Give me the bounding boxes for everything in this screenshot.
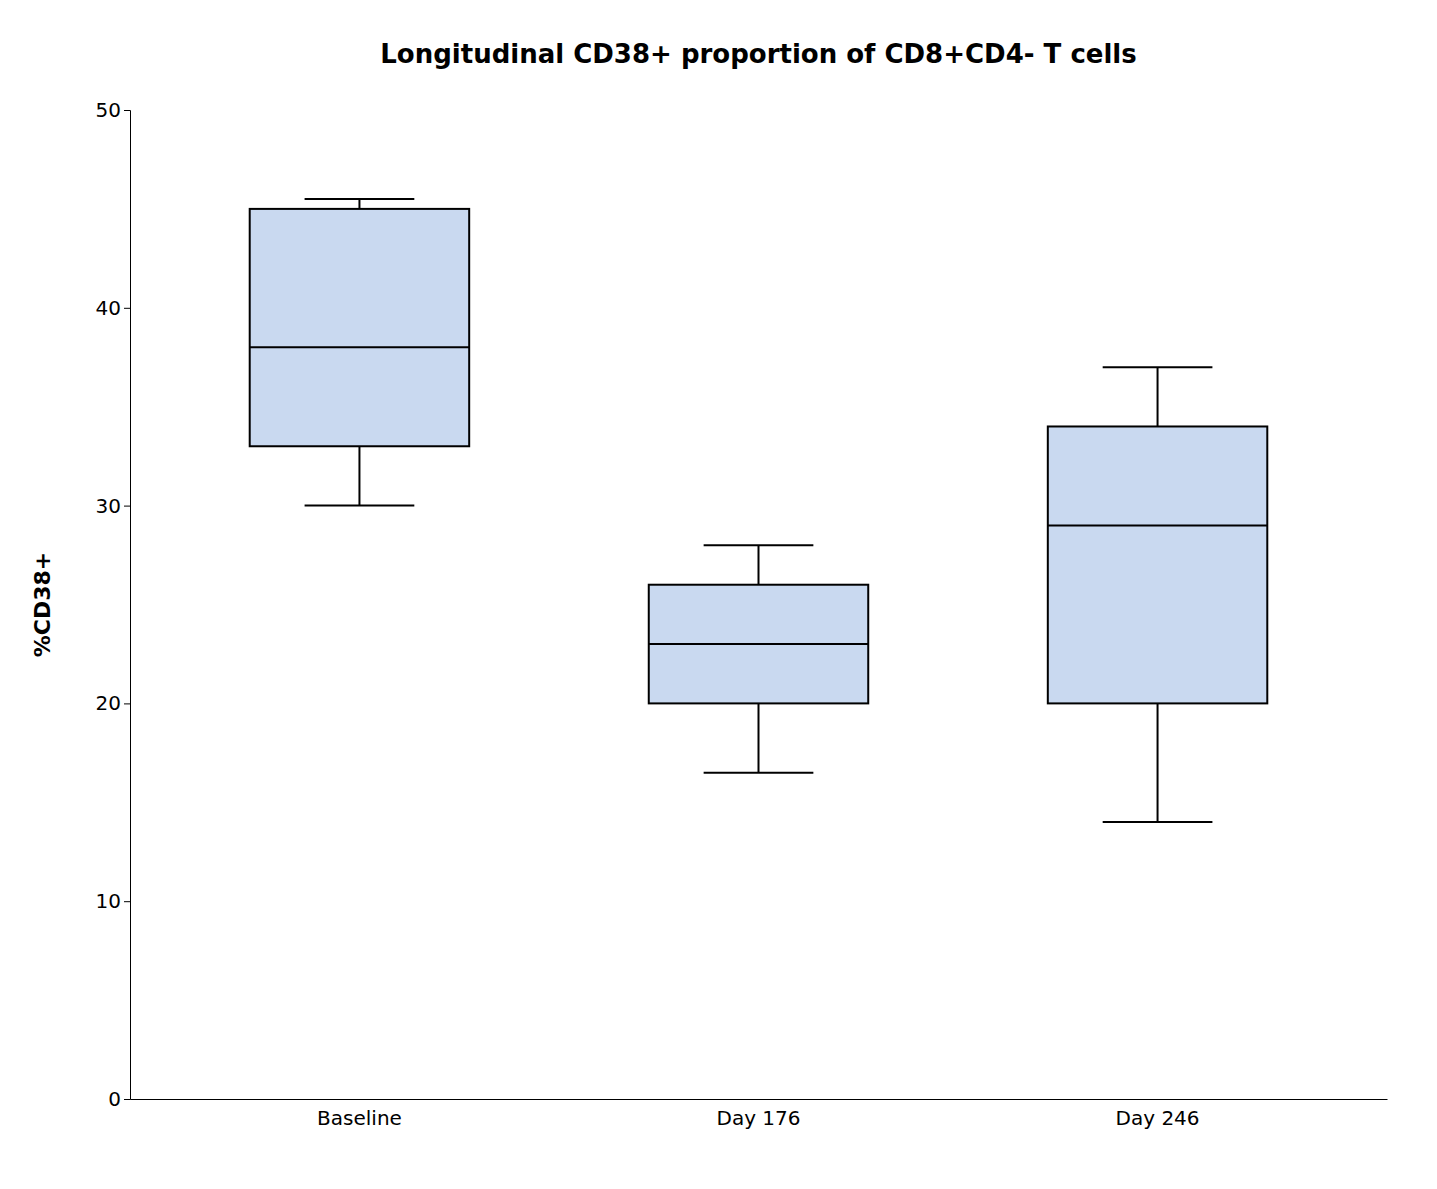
whisker-high — [1157, 367, 1159, 426]
cap-low — [704, 772, 814, 774]
tick: Baseline — [317, 1099, 402, 1130]
tick-mark — [124, 308, 130, 309]
tick-label: 0 — [108, 1087, 121, 1111]
title: Longitudinal CD38+ proportion of CD8+CD4… — [380, 39, 1136, 69]
tick-mark — [124, 1099, 130, 1100]
y-axis-title: %CD38+ — [30, 552, 55, 658]
cap-high — [305, 198, 415, 200]
axis-line — [124, 111, 131, 1100]
cap-high — [1103, 366, 1213, 368]
tick-mark — [124, 506, 130, 507]
box — [649, 585, 868, 704]
median — [1048, 524, 1267, 526]
cap-low — [305, 505, 415, 507]
tick-label: 50 — [96, 98, 121, 122]
box — [250, 209, 469, 446]
median — [649, 643, 868, 645]
whisker-low — [1157, 703, 1159, 822]
y-axis: 0 10 20 30 40 50 — [96, 98, 131, 1111]
whisker-low — [758, 703, 760, 772]
tick: Day 176 — [716, 1099, 800, 1130]
box-group — [649, 545, 868, 772]
tick-label: 20 — [96, 691, 121, 715]
tick-label: Baseline — [317, 1106, 402, 1130]
chart: 0 10 20 30 40 50 Baseline Day 176 Day 246 Longitu… — [0, 0, 1437, 1189]
box-group — [250, 199, 469, 506]
x-axis: Baseline Day 176 Day 246 — [131, 1099, 1388, 1130]
tick-mark — [124, 110, 130, 111]
tick-mark — [124, 901, 130, 902]
tick: 0 — [108, 1087, 130, 1111]
whisker-high — [358, 199, 360, 209]
tick: 40 — [96, 296, 130, 320]
tick-label: Day 246 — [1116, 1106, 1200, 1130]
tick-label: Day 176 — [716, 1106, 800, 1130]
axis-line — [131, 1099, 1388, 1100]
cap-low — [1103, 821, 1213, 823]
median — [250, 346, 469, 348]
tick-label: 40 — [96, 296, 121, 320]
tick-label: 30 — [96, 494, 121, 518]
tick: 50 — [96, 98, 130, 122]
tick: 10 — [96, 889, 130, 913]
boxes — [250, 199, 1268, 822]
box-group — [1048, 367, 1267, 822]
box — [1048, 426, 1267, 703]
plot: 0 10 20 30 40 50 Baseline Day 176 Day 246 — [96, 98, 1388, 1130]
tick-label: 10 — [96, 889, 121, 913]
tick-mark — [124, 703, 130, 704]
tick: 20 — [96, 691, 130, 715]
whisker-low — [358, 446, 360, 505]
whisker-high — [758, 545, 760, 585]
tick: 30 — [96, 494, 130, 518]
cap-high — [704, 544, 814, 546]
tick: Day 246 — [1116, 1099, 1200, 1130]
